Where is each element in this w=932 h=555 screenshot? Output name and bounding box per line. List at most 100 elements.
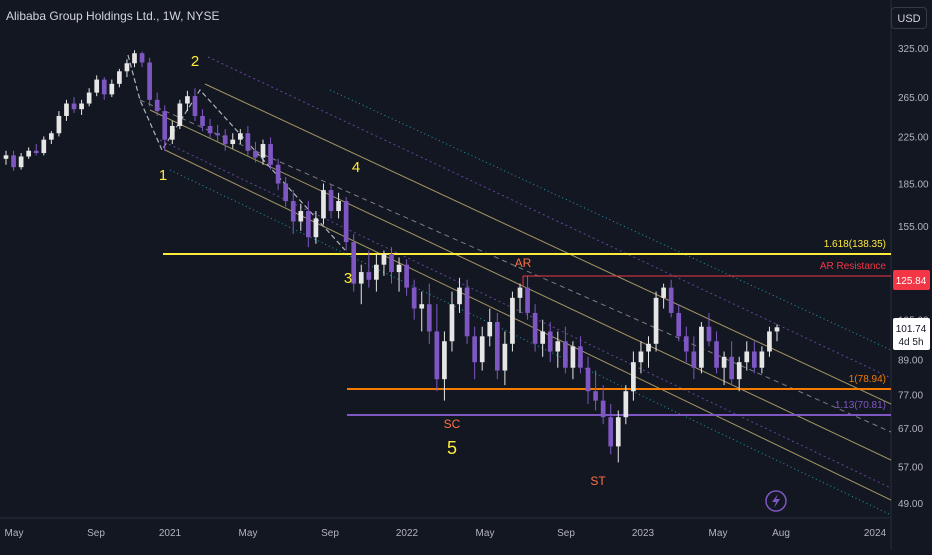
candle-body [442,341,447,380]
candle-body [253,150,258,158]
candle-body [774,327,780,332]
time-tick-label: May [5,528,24,539]
candle-body [555,341,561,352]
candle-body [615,417,621,447]
price-tick-label: 57.00 [898,463,923,474]
price-tick-label: 89.00 [898,355,923,366]
candle-body [457,287,462,305]
candle-body [525,287,530,313]
candle-body [487,322,493,337]
fib-label-1: 1(78.94) [849,374,886,385]
candle-body [691,351,697,368]
candle-body [260,144,266,158]
wave-label-2: 2 [191,53,199,70]
wave-label-3: 3 [344,270,352,287]
price-tick-label: 225.00 [898,132,929,143]
price-tick-label: 155.00 [898,222,929,233]
candle-body [41,139,47,154]
candle-body [109,83,115,95]
candle-body [33,150,39,154]
candle-body [154,99,160,112]
channel-line-0 [207,56,892,379]
price-tick-label: 185.00 [898,180,929,191]
wyckoff-label-ST: ST [590,474,606,488]
replay-icon[interactable] [765,490,787,512]
candle-body [185,96,190,104]
candles [3,50,780,463]
candle-body [26,150,32,157]
candle-body [139,53,145,63]
countdown-text: 4d 5h [898,337,923,348]
candle-body [600,400,606,418]
ar-price-badge-text: 125.84 [896,276,927,287]
price-tick-label: 77.00 [898,390,923,401]
candle-body [676,312,682,337]
candle-body [472,336,477,363]
candle-body [162,111,168,140]
candle-body [517,287,523,298]
candle-body [290,201,296,222]
channel-line-1 [204,83,892,405]
wave-label-4: 4 [352,159,360,176]
candle-body [169,125,175,140]
currency-button[interactable]: USD [891,7,927,29]
candle-body [631,362,636,392]
candle-body [510,297,515,344]
candle-body [396,264,402,273]
channel-line-6 [164,149,892,501]
candle-body [101,79,107,95]
ar-price-badge [893,270,930,290]
candle-body [563,341,568,368]
candle-body [328,190,334,212]
wyckoff-label-AR: AR [515,256,532,270]
candle-body [668,287,674,313]
candle-body [321,190,326,219]
candle-body [64,103,69,116]
candle-body [268,144,273,165]
price-tick-label: 265.00 [898,93,929,104]
candle-body [313,218,319,238]
candle-body [608,417,614,447]
candle-body [207,125,213,134]
wave-label-1: 1 [159,167,167,184]
candle-body [661,287,666,298]
candle-body [759,351,765,368]
candle-body [706,326,712,342]
time-tick-label: 2021 [159,528,182,539]
time-tick-label: 2022 [396,528,419,539]
candle-body [298,211,304,222]
time-tick-label: 2024 [864,528,887,539]
candle-body [578,346,583,368]
candle-body [449,304,455,342]
candle-body [124,63,130,72]
candle-body [767,331,772,352]
candle-body [200,115,205,126]
candle-body [222,135,228,145]
candle-body [638,351,644,363]
candle-body [71,103,77,110]
price-badges: 125.84 101.74 4d 5h [893,270,930,350]
candle-body [56,115,62,134]
candle-body [540,331,546,344]
wave-label-5: 5 [447,438,457,458]
candle-body [479,336,485,363]
candle-body [502,343,508,371]
candle-body [215,133,220,136]
candle-body [147,62,152,100]
time-tick-label: Sep [557,528,575,539]
candle-body [79,103,84,110]
candle-body [646,343,651,352]
fib-levels: 1.618(138.35) 1(78.94) 1.13(70.81) AR Resis… [163,239,891,416]
candle-body [744,351,750,363]
candle-body [404,264,409,288]
time-axis[interactable]: May Sep 2021 May Sep 2022 May Sep 2023 May Aug 2024 [5,528,887,539]
candle-body [358,272,364,284]
price-tick-label: 325.00 [898,44,929,55]
chart-title: Alibaba Group Holdings Ltd., 1W, NYSE [6,9,220,23]
candle-body [117,71,122,84]
candle-body [729,356,734,380]
candle-body [3,155,9,159]
